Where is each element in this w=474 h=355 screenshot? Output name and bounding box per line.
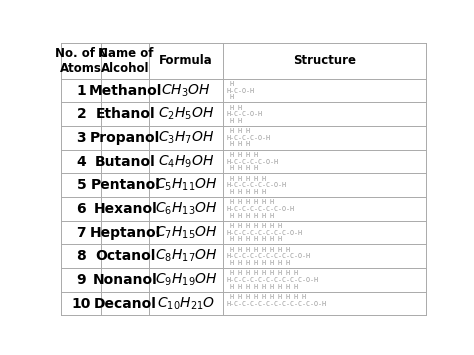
Text: H: H — [227, 81, 235, 87]
Text: H H H H H H H: H H H H H H H — [227, 223, 283, 229]
Text: Propanol: Propanol — [90, 131, 161, 145]
Text: Butanol: Butanol — [95, 154, 156, 169]
Text: H-C-C-C-O-H: H-C-C-C-O-H — [227, 135, 270, 141]
Text: 4: 4 — [76, 154, 86, 169]
Text: 8: 8 — [76, 249, 86, 263]
Text: 5: 5 — [76, 178, 86, 192]
Text: H H: H H — [227, 118, 242, 124]
Text: C$_2$H$_5$OH: C$_2$H$_5$OH — [158, 106, 214, 122]
Text: Pentanol: Pentanol — [91, 178, 160, 192]
Text: Nonanol: Nonanol — [93, 273, 158, 287]
Text: H H H H H: H H H H H — [227, 176, 266, 181]
Text: H-C-O-H: H-C-O-H — [227, 88, 255, 93]
Text: C$_9$H$_{19}$OH: C$_9$H$_{19}$OH — [155, 272, 218, 288]
Text: H H H H H: H H H H H — [227, 189, 266, 195]
Text: H H H H H H H H H: H H H H H H H H H — [227, 284, 299, 290]
Text: C$_5$H$_{11}$OH: C$_5$H$_{11}$OH — [155, 177, 218, 193]
Text: H-C-C-C-C-C-C-O-H: H-C-C-C-C-C-C-O-H — [227, 206, 294, 212]
Text: Decanol: Decanol — [94, 296, 157, 311]
Text: C$_8$H$_{17}$OH: C$_8$H$_{17}$OH — [155, 248, 218, 264]
Text: 10: 10 — [72, 296, 91, 311]
Text: H-C-C-C-C-C-C-C-C-C-O-H: H-C-C-C-C-C-C-C-C-C-O-H — [227, 277, 319, 283]
Text: H-C-C-C-C-C-C-C-O-H: H-C-C-C-C-C-C-C-O-H — [227, 230, 302, 236]
Text: 1: 1 — [76, 83, 86, 98]
Text: H H H H H H H H: H H H H H H H H — [227, 247, 291, 253]
Text: H H H H H H H: H H H H H H H — [227, 236, 283, 242]
Text: Methanol: Methanol — [89, 83, 162, 98]
Text: Name of
Alcohol: Name of Alcohol — [98, 47, 153, 75]
Text: C$_6$H$_{13}$OH: C$_6$H$_{13}$OH — [155, 201, 218, 217]
Text: 9: 9 — [76, 273, 86, 287]
Text: H H: H H — [227, 105, 242, 110]
Text: Hexanol: Hexanol — [93, 202, 157, 216]
Text: H-C-C-C-C-O-H: H-C-C-C-C-O-H — [227, 159, 278, 164]
Text: CH$_3$OH: CH$_3$OH — [161, 82, 211, 99]
Text: C$_4$H$_9$OH: C$_4$H$_9$OH — [158, 153, 214, 170]
Text: H H H H H H H H H H: H H H H H H H H H H — [227, 294, 306, 300]
Text: H H H H H H H H: H H H H H H H H — [227, 260, 291, 266]
Text: H: H — [227, 94, 235, 100]
Text: H-C-C-O-H: H-C-C-O-H — [227, 111, 263, 117]
Text: H H H H H H: H H H H H H — [227, 199, 274, 205]
Text: H H H H H H H H H: H H H H H H H H H — [227, 270, 299, 276]
Text: C$_{10}$H$_{21}$O: C$_{10}$H$_{21}$O — [157, 295, 215, 312]
Text: H-C-C-C-C-C-C-C-C-C-C-O-H: H-C-C-C-C-C-C-C-C-C-C-O-H — [227, 301, 327, 307]
Text: H H H: H H H — [227, 128, 250, 134]
Text: Ethanol: Ethanol — [96, 107, 155, 121]
Text: H H H H: H H H H — [227, 152, 258, 158]
Text: H-C-C-C-C-C-C-C-C-O-H: H-C-C-C-C-C-C-C-C-O-H — [227, 253, 310, 259]
Text: H-C-C-C-C-C-O-H: H-C-C-C-C-C-O-H — [227, 182, 286, 188]
Text: Formula: Formula — [159, 54, 213, 67]
Text: Structure: Structure — [293, 54, 356, 67]
Text: Octanol: Octanol — [95, 249, 155, 263]
Text: Heptanol: Heptanol — [90, 225, 161, 240]
Text: H H H H H H: H H H H H H — [227, 213, 274, 219]
Text: 7: 7 — [76, 225, 86, 240]
Text: C$_7$H$_{15}$OH: C$_7$H$_{15}$OH — [155, 224, 218, 241]
Text: H H H H: H H H H — [227, 165, 258, 171]
Text: No. of C
Atoms: No. of C Atoms — [55, 47, 108, 75]
Text: 2: 2 — [76, 107, 86, 121]
Text: 6: 6 — [76, 202, 86, 216]
Text: H H H: H H H — [227, 142, 250, 147]
Text: C$_3$H$_7$OH: C$_3$H$_7$OH — [158, 130, 214, 146]
Text: 3: 3 — [76, 131, 86, 145]
